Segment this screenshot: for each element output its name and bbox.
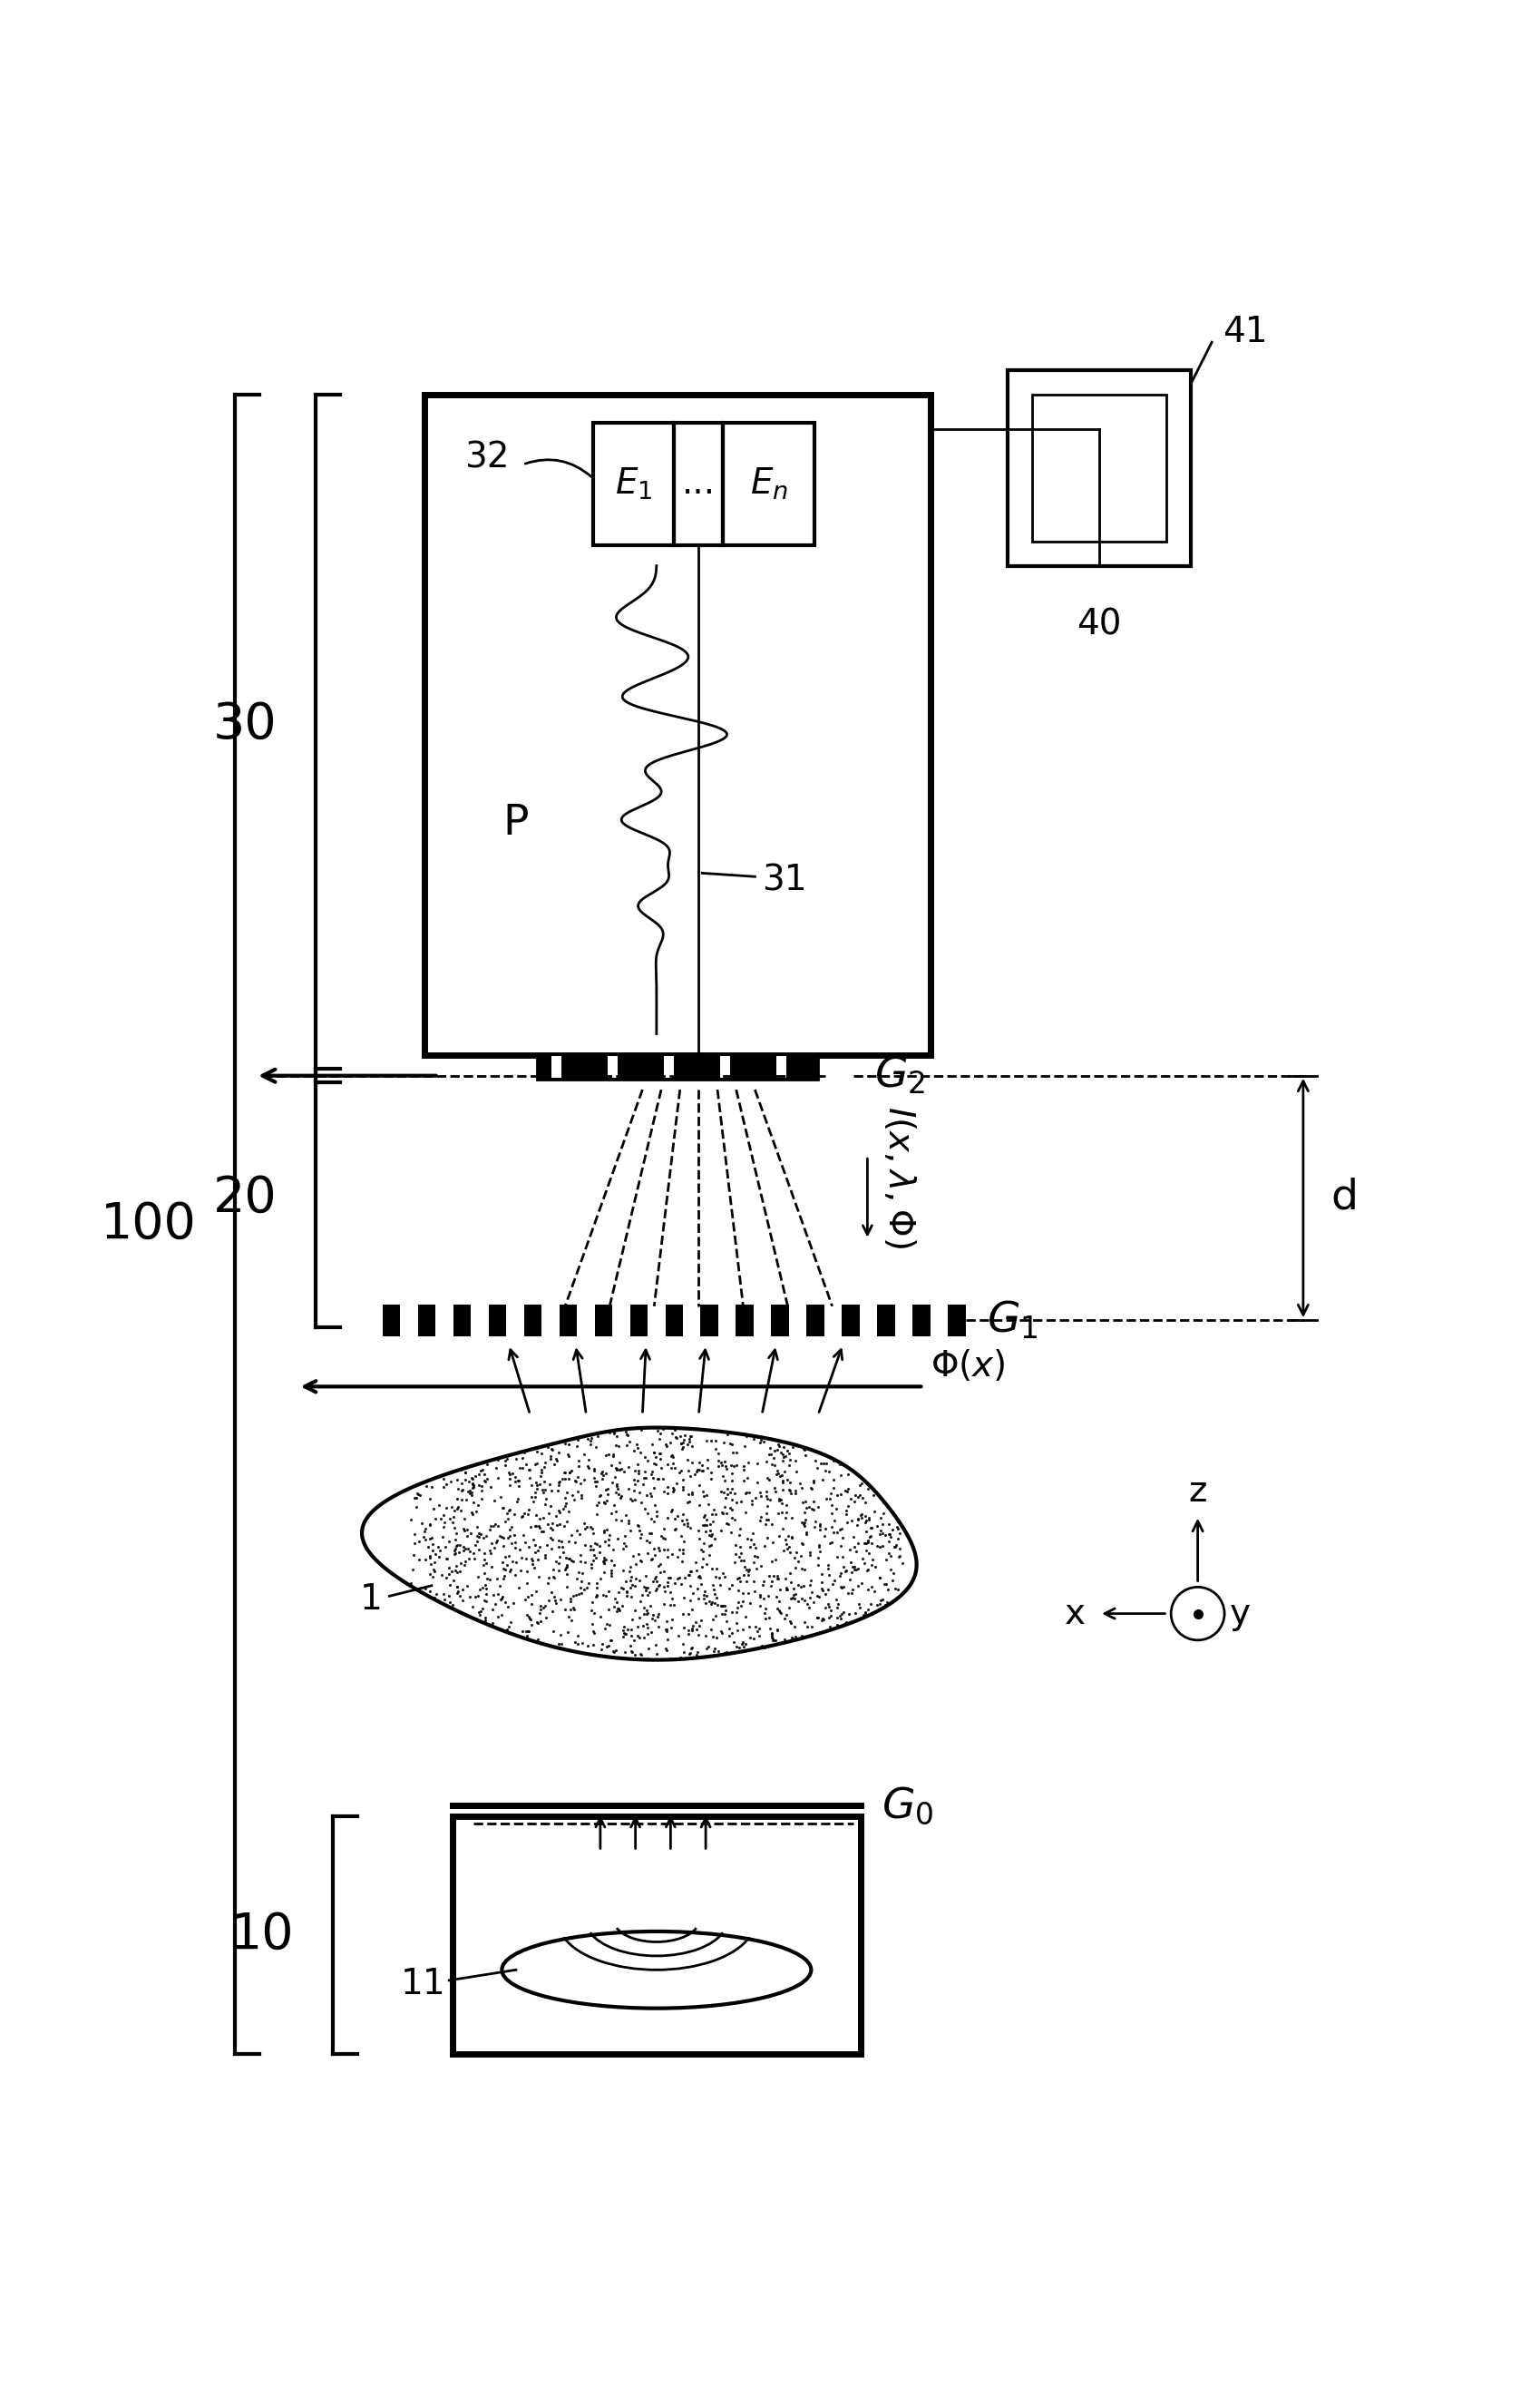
Bar	[701, 1305, 718, 1336]
Bar	[417, 1305, 436, 1336]
Bar	[1007, 370, 1190, 565]
Bar	[912, 1305, 930, 1336]
Text: $\Phi(x)$: $\Phi(x)$	[930, 1348, 1006, 1384]
Bar	[524, 1305, 541, 1336]
Bar	[673, 422, 722, 544]
Bar	[425, 394, 930, 1055]
Text: $E_1$: $E_1$	[614, 465, 651, 501]
Text: 32: 32	[464, 441, 508, 475]
Bar	[382, 1305, 400, 1336]
Bar	[664, 1057, 673, 1078]
Bar	[488, 1305, 505, 1336]
Text: P: P	[502, 802, 528, 845]
Text: $G_1$: $G_1$	[986, 1298, 1038, 1341]
Text: $E_n$: $E_n$	[750, 465, 787, 501]
Text: $G_0$: $G_0$	[881, 1785, 933, 1825]
Text: d: d	[1331, 1179, 1358, 1219]
Text: ...: ...	[682, 465, 715, 501]
Text: 20: 20	[213, 1174, 277, 1222]
Bar	[841, 1305, 859, 1336]
Text: 30: 30	[213, 699, 277, 749]
Bar	[593, 422, 673, 544]
Bar	[607, 1057, 618, 1078]
Bar	[537, 1055, 818, 1078]
Text: 1: 1	[360, 1582, 382, 1618]
Text: 40: 40	[1076, 608, 1121, 642]
Bar	[876, 1305, 895, 1336]
Bar	[736, 1305, 753, 1336]
Bar	[719, 1057, 730, 1078]
Bar	[1032, 394, 1166, 542]
Text: 41: 41	[1221, 315, 1266, 348]
Text: 11: 11	[400, 1966, 445, 2002]
Bar	[947, 1305, 966, 1336]
Bar	[722, 422, 815, 544]
Bar	[630, 1305, 647, 1336]
Bar	[559, 1305, 576, 1336]
Text: $G_2$: $G_2$	[873, 1055, 926, 1098]
Bar	[453, 1305, 471, 1336]
Text: 31: 31	[761, 864, 807, 897]
Text: y: y	[1229, 1596, 1249, 1630]
Bar	[665, 1305, 682, 1336]
Text: x: x	[1064, 1596, 1084, 1630]
Text: 100: 100	[100, 1200, 196, 1248]
Bar	[551, 1057, 561, 1078]
Polygon shape	[362, 1427, 916, 1661]
Text: $I(x,\lambda,\Phi)$: $I(x,\lambda,\Phi)$	[881, 1105, 916, 1248]
Text: 10: 10	[231, 1911, 294, 1959]
Bar	[594, 1305, 611, 1336]
Bar	[453, 1816, 859, 2054]
Bar	[772, 1305, 788, 1336]
Bar	[776, 1057, 785, 1078]
Text: z: z	[1187, 1475, 1206, 1508]
Bar	[807, 1305, 824, 1336]
